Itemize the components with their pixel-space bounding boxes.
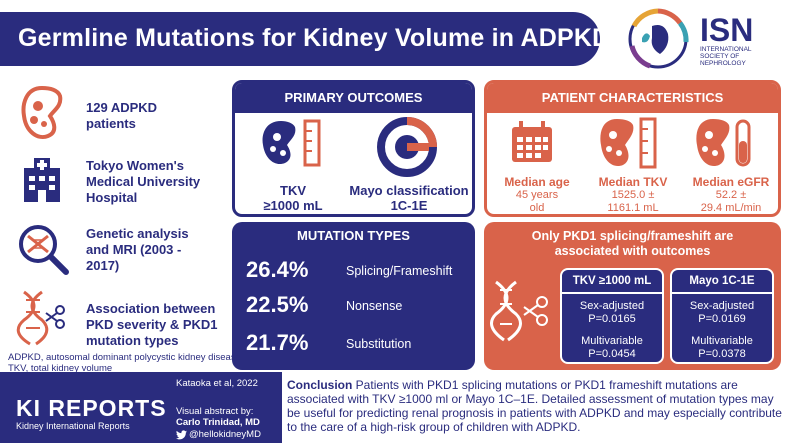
outcome-mayo-line1: Mayo classification xyxy=(349,183,469,198)
median-tkv-label: Median TKV xyxy=(598,175,668,189)
kidney-icon xyxy=(21,85,63,139)
outcome-mayo-line2: 1C-1E xyxy=(390,198,428,213)
dna-scissors-white-icon xyxy=(490,280,548,342)
association-heading-line2: associated with outcomes xyxy=(554,244,711,258)
visual-abstract-author: Carlo Trinidad, MD xyxy=(176,417,260,428)
calendar-icon xyxy=(512,121,552,162)
footer-conclusion-area xyxy=(282,372,787,443)
visual-abstract-label: Visual abstract by: xyxy=(176,406,254,417)
patient-count: 129 ADPKD patients xyxy=(86,100,158,131)
mayo-results-box: Mayo 1C-1E Sex-adjusted P=0.0169 Multiva… xyxy=(670,268,774,364)
outcome-tkv-line2: ≥1000 mL xyxy=(263,198,323,213)
study-info-column xyxy=(0,74,230,372)
tkv-box-title: TKV ≥1000 mL xyxy=(572,275,652,287)
mayo-sex-adjusted-label: Sex-adjusted xyxy=(689,300,755,312)
mayo-multivariable-label: Multivariable xyxy=(691,335,753,347)
association-panel: Only PKD1 splicing/frameshift are associ… xyxy=(484,222,781,370)
median-tkv-value-line1: 1525.0 ± xyxy=(611,189,655,201)
median-tkv-value-line2: 1161.1 mL xyxy=(607,202,659,214)
abbreviation-footnotes: ADPKD, autosomal dominant polycystic kid… xyxy=(8,352,241,374)
footer-brand-area xyxy=(0,372,282,443)
median-age-value-line2: old xyxy=(529,202,545,214)
primary-outcomes-heading: PRIMARY OUTCOMES xyxy=(235,83,472,113)
mayo-box-title: Mayo 1C-1E xyxy=(689,275,755,287)
substitution-label: Substitution xyxy=(346,337,412,351)
footnote-adpkd: ADPKD, autosomal dominant polycystic kid… xyxy=(8,352,241,363)
median-age-value-line1: 45 years xyxy=(515,189,559,201)
median-age-label: Median age xyxy=(504,175,570,189)
kidney-ruler-coral-icon xyxy=(600,117,657,169)
tkv-sex-adjusted-label: Sex-adjusted xyxy=(579,300,645,312)
conclusion-text: Conclusion Patients with PKD1 splicing m… xyxy=(287,378,782,434)
twitter-handle: @hellokidneyMD xyxy=(189,429,261,440)
mutation-types-panel: MUTATION TYPES 26.4% Splicing/Frameshift… xyxy=(232,222,475,370)
title-banner xyxy=(0,12,600,66)
hospital-icon xyxy=(24,158,60,202)
isn-globe-logo-icon xyxy=(628,8,689,69)
tkv-results-box: TKV ≥1000 mL Sex-adjusted P=0.0165 Multi… xyxy=(560,268,664,364)
ki-reports-logo: KI REPORTS xyxy=(16,395,167,421)
isn-logo-subtitle: INTERNATIONAL SOCIETY OF NEPHROLOGY xyxy=(700,46,752,67)
median-egfr-value-line2: 29.4 mL/min xyxy=(700,202,762,214)
conclusion-label: Conclusion xyxy=(287,378,353,392)
median-egfr-label: Median eGFR xyxy=(692,175,770,189)
mutation-types-heading: MUTATION TYPES xyxy=(297,228,410,243)
ki-reports-subtitle: Kidney International Reports xyxy=(16,421,130,431)
tkv-multivariable-p: P=0.0454 xyxy=(588,348,636,360)
twitter-icon xyxy=(176,430,187,440)
outcome-tkv-line1: TKV xyxy=(280,183,306,198)
tkv-sex-adjusted-p: P=0.0165 xyxy=(588,313,636,325)
association-heading-line1: Only PKD1 splicing/frameshift are xyxy=(531,229,734,243)
conclusion-body: Patients with PKD1 splicing mutations or… xyxy=(287,378,782,434)
splicing-percentage: 26.4% xyxy=(246,257,309,282)
median-egfr-value-line1: 52.2 ± xyxy=(715,189,747,201)
patient-characteristics-heading: PATIENT CHARACTERISTICS xyxy=(487,83,778,113)
tkv-multivariable-label: Multivariable xyxy=(581,335,643,347)
patient-characteristics-panel: PATIENT CHARACTERISTICS Median age 45 ye… xyxy=(484,80,781,217)
page-title: Germline Mutations for Kidney Volume in … xyxy=(18,24,611,52)
study-aim: Association between PKD severity & PKD1 … xyxy=(86,301,218,348)
substitution-percentage: 21.7% xyxy=(246,330,309,355)
footnote-tkv: TKV, total kidney volume xyxy=(8,363,113,374)
dna-scissors-icon xyxy=(16,290,65,346)
mayo-sex-adjusted-p: P=0.0169 xyxy=(698,313,746,325)
splicing-label: Splicing/Frameshift xyxy=(346,264,453,278)
kidney-ruler-icon xyxy=(262,119,321,167)
kidney-test-tube-icon xyxy=(696,119,751,167)
study-methods: Genetic analysis and MRI (2003 - 2017) xyxy=(86,226,189,273)
dna-magnifier-icon xyxy=(19,225,69,275)
nonsense-label: Nonsense xyxy=(346,299,403,313)
study-site: Tokyo Women's Medical University Hospita… xyxy=(86,158,201,205)
mayo-multivariable-p: P=0.0378 xyxy=(698,348,746,360)
citation: Kataoka et al, 2022 xyxy=(176,378,258,389)
isn-logo-text: ISN xyxy=(700,12,754,48)
nonsense-percentage: 22.5% xyxy=(246,292,309,317)
primary-outcomes-panel: PRIMARY OUTCOMES TKV ≥1000 mL Mayo class… xyxy=(232,80,475,217)
mayo-gauge-icon xyxy=(377,117,437,177)
